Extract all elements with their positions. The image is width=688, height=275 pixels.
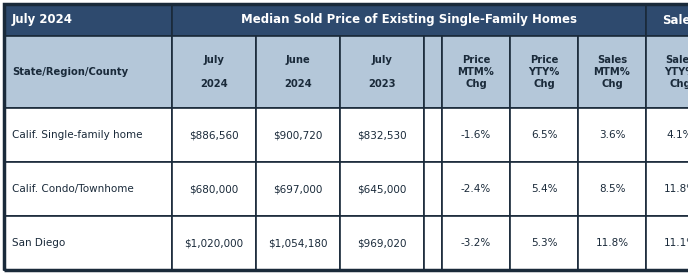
Bar [646,108,688,162]
Bar [256,36,340,108]
Text: $697,000: $697,000 [273,184,323,194]
Bar [256,216,340,270]
Text: $1,020,000: $1,020,000 [184,238,244,248]
Bar [510,108,578,162]
Text: $900,720: $900,720 [273,130,323,140]
Text: -2.4%: -2.4% [461,184,491,194]
Text: 5.4%: 5.4% [530,184,557,194]
Bar [442,108,510,162]
Bar [340,36,424,108]
Text: 11.1%: 11.1% [663,238,688,248]
Bar [510,162,578,216]
Bar [646,216,688,270]
Bar [4,216,172,270]
Text: $680,000: $680,000 [189,184,239,194]
Bar [442,216,510,270]
Text: 5.3%: 5.3% [530,238,557,248]
Bar [578,36,646,108]
Text: Sales: Sales [663,13,688,26]
Text: $886,560: $886,560 [189,130,239,140]
Text: 4.1%: 4.1% [667,130,688,140]
Text: $969,020: $969,020 [357,238,407,248]
Bar [510,36,578,108]
Bar [578,162,646,216]
Text: Price
MTM%
Chg: Price MTM% Chg [458,55,495,89]
Text: 3.6%: 3.6% [599,130,625,140]
Bar [424,162,442,216]
Text: -3.2%: -3.2% [461,238,491,248]
Bar [172,108,256,162]
Text: Calif. Single-family home: Calif. Single-family home [12,130,142,140]
Text: $1,054,180: $1,054,180 [268,238,327,248]
Bar [256,162,340,216]
Bar [646,162,688,216]
Bar [4,162,172,216]
Bar [578,216,646,270]
Text: July

2023: July 2023 [368,55,396,89]
Text: July 2024: July 2024 [12,13,73,26]
Bar [4,108,172,162]
Text: 11.8%: 11.8% [663,184,688,194]
Text: 8.5%: 8.5% [599,184,625,194]
Text: Median Sold Price of Existing Single-Family Homes: Median Sold Price of Existing Single-Fam… [241,13,577,26]
Text: Price
YTY%
Chg: Price YTY% Chg [528,55,559,89]
Text: San Diego: San Diego [12,238,65,248]
Bar [4,4,172,36]
Text: June

2024: June 2024 [284,55,312,89]
Bar [172,162,256,216]
Bar [172,4,646,36]
Bar [172,216,256,270]
Bar [340,216,424,270]
Text: Sales
YTY%
Chg: Sales YTY% Chg [665,55,688,89]
Bar [442,36,510,108]
Bar [424,36,442,108]
Text: 11.8%: 11.8% [595,238,629,248]
Text: Sales
MTM%
Chg: Sales MTM% Chg [594,55,630,89]
Bar [578,108,646,162]
Bar [510,216,578,270]
Bar [646,4,688,36]
Text: July

2024: July 2024 [200,55,228,89]
Text: Calif. Condo/Townhome: Calif. Condo/Townhome [12,184,133,194]
Bar [424,108,442,162]
Bar [172,36,256,108]
Text: -1.6%: -1.6% [461,130,491,140]
Bar [340,108,424,162]
Text: $645,000: $645,000 [357,184,407,194]
Text: $832,530: $832,530 [357,130,407,140]
Bar [340,162,424,216]
Bar [4,36,172,108]
Bar [646,36,688,108]
Bar [442,162,510,216]
Bar [424,216,442,270]
Text: 6.5%: 6.5% [530,130,557,140]
Text: State/Region/County: State/Region/County [12,67,128,77]
Bar [256,108,340,162]
